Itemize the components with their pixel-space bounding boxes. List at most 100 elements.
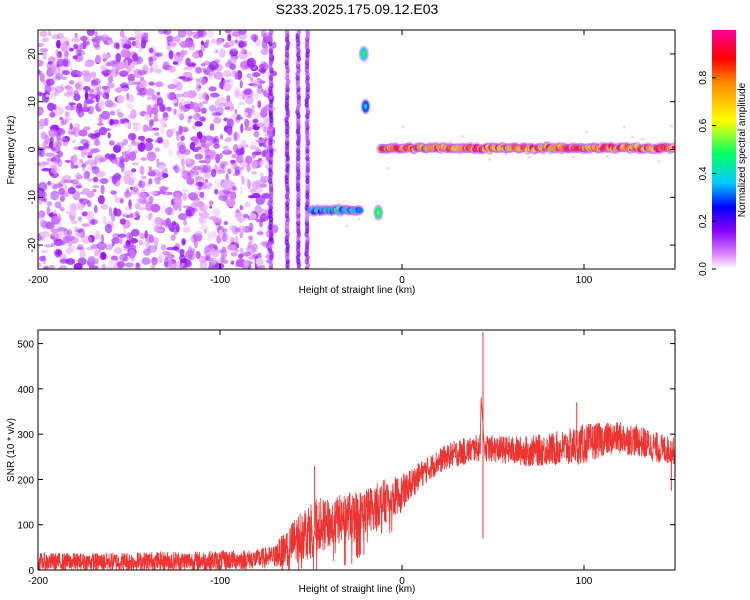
x-tick-label: 0 bbox=[399, 275, 405, 286]
heatmap-cell bbox=[71, 155, 78, 165]
heatmap-cell bbox=[138, 207, 146, 211]
heatmap-cell bbox=[111, 159, 118, 164]
heatmap-cell bbox=[45, 78, 55, 86]
heatmap-cell bbox=[38, 59, 44, 67]
heatmap-cell bbox=[72, 182, 82, 187]
heatmap-cell bbox=[88, 219, 99, 225]
heatmap-cell bbox=[104, 223, 113, 234]
heatmap-cell bbox=[249, 251, 256, 260]
heatmap-cell bbox=[145, 138, 154, 143]
heatmap-cell bbox=[58, 265, 68, 269]
heatmap-cell bbox=[223, 259, 229, 264]
heatmap-cell bbox=[128, 151, 137, 161]
heatmap-cell bbox=[154, 216, 163, 225]
heatmap-cell bbox=[253, 130, 260, 138]
heatmap-cell bbox=[123, 174, 132, 185]
heatmap-cell bbox=[213, 71, 224, 80]
heatmap-cell bbox=[132, 53, 139, 62]
heatmap-cell bbox=[82, 142, 90, 149]
heatmap-cell bbox=[76, 229, 84, 233]
heatmap-cell bbox=[178, 76, 187, 80]
heatmap-cell bbox=[148, 47, 154, 54]
heatmap-cell bbox=[38, 255, 46, 262]
heatmap-cell bbox=[73, 146, 80, 151]
heatmap-cell bbox=[45, 93, 49, 98]
heatmap-cell bbox=[130, 238, 139, 244]
heatmap-cell bbox=[48, 141, 54, 148]
heatmap-cell bbox=[182, 188, 189, 193]
colorbar-label: Normalized spectral amplitude bbox=[737, 82, 748, 217]
heatmap-cell bbox=[46, 157, 53, 162]
heatmap-cell bbox=[252, 111, 262, 119]
heatmap-cell bbox=[103, 40, 108, 45]
heatmap-cell bbox=[194, 146, 202, 150]
heatmap-cell bbox=[79, 159, 83, 164]
heatmap-cell bbox=[213, 117, 222, 124]
heatmap-cell bbox=[67, 104, 71, 110]
heatmap-cell bbox=[250, 159, 258, 170]
heatmap-cell bbox=[94, 31, 99, 37]
heatmap-cell bbox=[243, 259, 250, 268]
heatmap-cell bbox=[91, 218, 95, 226]
heatmap-cell bbox=[60, 37, 71, 44]
heatmap-cell bbox=[60, 206, 65, 212]
heatmap-cell bbox=[119, 198, 124, 204]
heatmap-cell bbox=[148, 178, 153, 185]
heatmap-cell bbox=[43, 244, 53, 248]
heatmap-cell bbox=[120, 87, 129, 92]
heatmap-cell bbox=[182, 91, 190, 98]
heatmap-cell bbox=[51, 34, 60, 40]
heatmap-cell bbox=[72, 127, 81, 137]
heatmap-cell bbox=[155, 81, 164, 88]
heatmap-cell bbox=[90, 148, 100, 154]
heatmap-cell bbox=[65, 258, 76, 265]
heatmap-cell bbox=[70, 245, 76, 252]
heatmap-cell bbox=[126, 214, 130, 218]
snr-frame bbox=[37, 329, 676, 571]
heatmap-cell bbox=[149, 119, 154, 127]
heatmap-cell bbox=[251, 104, 255, 115]
heatmap-cell bbox=[87, 178, 93, 182]
y-tick-label: 500 bbox=[17, 340, 34, 351]
heatmap-cell bbox=[154, 52, 163, 57]
heatmap-cell bbox=[154, 228, 165, 232]
heatmap-cell bbox=[376, 210, 380, 216]
heatmap-cell bbox=[97, 122, 104, 127]
heatmap-cell bbox=[199, 203, 209, 213]
heatmap-cell bbox=[131, 122, 141, 126]
heatmap-cell bbox=[248, 256, 256, 260]
heatmap-cell bbox=[345, 224, 349, 228]
heatmap-cell bbox=[124, 194, 130, 199]
colorbar-tick-label: 0.6 bbox=[698, 118, 709, 132]
heatmap-cell bbox=[224, 106, 231, 111]
heatmap-cell bbox=[263, 133, 271, 137]
heatmap-cell bbox=[177, 30, 187, 38]
heatmap-cell bbox=[151, 50, 158, 57]
y-tick-label: 300 bbox=[17, 430, 34, 441]
heatmap-cell bbox=[38, 91, 41, 97]
heatmap-cell bbox=[139, 76, 145, 81]
heatmap-cell bbox=[202, 68, 208, 73]
heatmap-cell bbox=[143, 248, 151, 256]
heatmap-cell bbox=[251, 71, 261, 78]
heatmap-cell bbox=[138, 180, 146, 189]
heatmap-cell bbox=[134, 39, 140, 49]
heatmap-cell bbox=[87, 132, 95, 139]
heatmap-cell bbox=[212, 112, 223, 116]
heatmap-cell bbox=[190, 234, 198, 244]
heatmap-cell bbox=[357, 217, 361, 221]
heatmap-cell bbox=[192, 113, 202, 121]
heatmap-cell bbox=[200, 40, 205, 46]
heatmap-cell bbox=[176, 248, 186, 254]
heatmap-cell bbox=[110, 255, 118, 261]
heatmap-cell bbox=[201, 78, 207, 85]
heatmap-cell bbox=[168, 261, 177, 269]
heatmap-cell bbox=[235, 258, 246, 268]
heatmap-cell bbox=[148, 195, 154, 204]
heatmap-cell bbox=[130, 141, 140, 146]
heatmap-cell bbox=[92, 39, 100, 48]
heatmap-cell bbox=[117, 233, 127, 238]
heatmap-cell bbox=[123, 243, 131, 249]
heatmap-cell bbox=[167, 207, 172, 215]
snr-x-ticks: -200 -100 0 100 bbox=[28, 330, 593, 587]
